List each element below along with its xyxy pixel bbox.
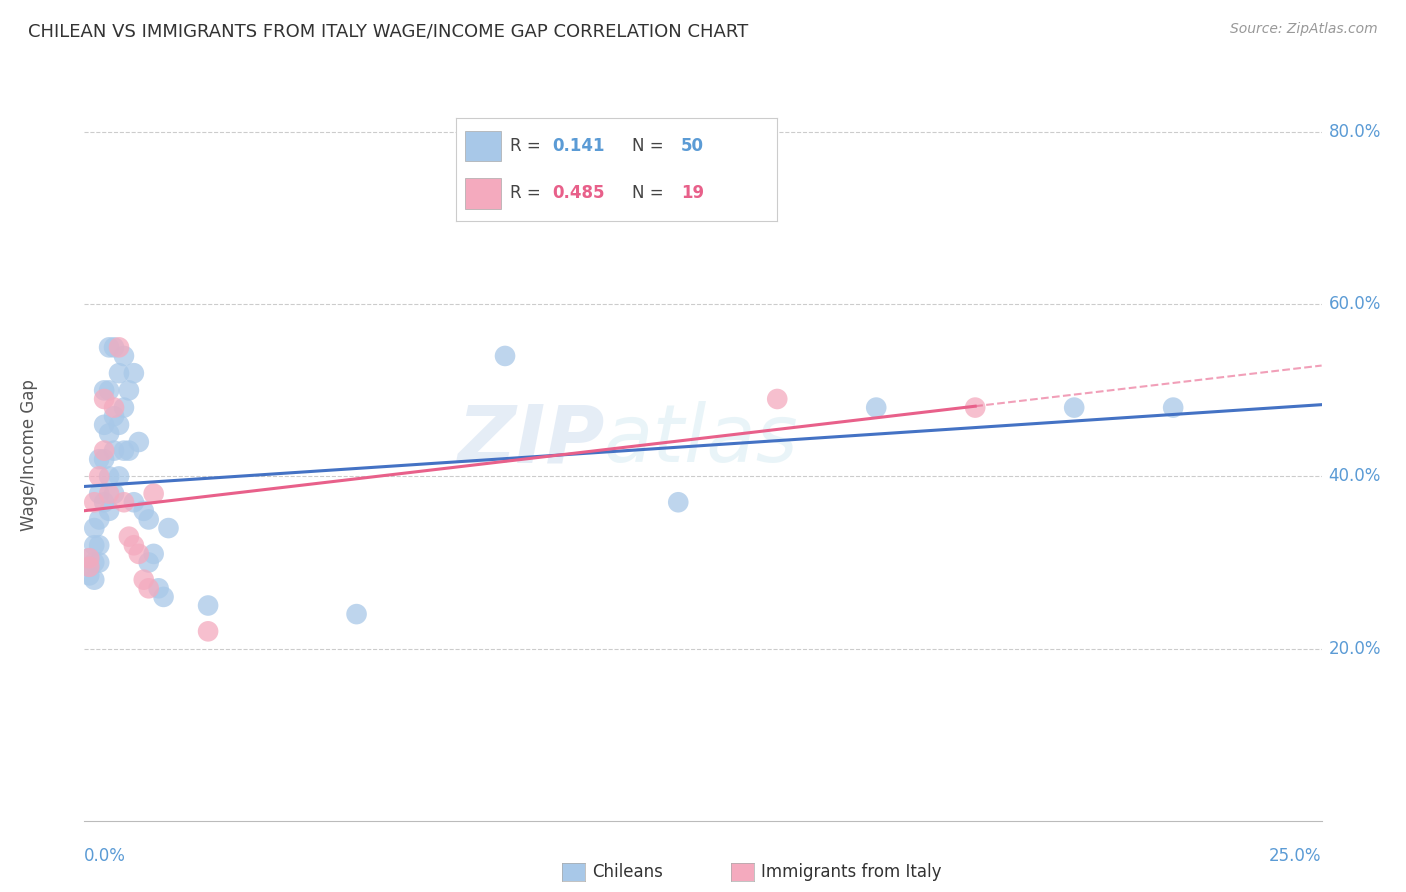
Text: atlas: atlas [605, 401, 799, 479]
Point [98, 469, 121, 483]
Text: 50: 50 [681, 137, 704, 155]
Point [93, 417, 115, 432]
Point [89, 469, 111, 483]
Point [118, 530, 141, 544]
Point [128, 435, 150, 450]
Text: N =: N = [633, 185, 669, 202]
Point [766, 392, 789, 406]
Point [197, 599, 219, 613]
Point [93, 443, 115, 458]
Text: 0.141: 0.141 [553, 137, 605, 155]
Point [98, 340, 121, 354]
Point [1161, 401, 1184, 415]
Point [93, 392, 115, 406]
Point [83, 573, 105, 587]
Point [112, 443, 135, 458]
Text: 19: 19 [681, 185, 704, 202]
FancyBboxPatch shape [465, 131, 501, 161]
Point [89, 556, 111, 570]
Point [865, 401, 887, 415]
Text: ZIP: ZIP [457, 401, 605, 479]
Point [112, 495, 135, 509]
Point [197, 624, 219, 639]
Point [89, 538, 111, 552]
Point [108, 469, 131, 483]
Point [152, 590, 174, 604]
Point [79, 551, 101, 566]
Point [98, 504, 121, 518]
Text: Chileans: Chileans [592, 863, 662, 881]
Text: 60.0%: 60.0% [1329, 295, 1381, 313]
Point [108, 340, 131, 354]
Point [108, 366, 131, 380]
Point [965, 401, 987, 415]
Point [103, 486, 125, 500]
Text: 80.0%: 80.0% [1329, 123, 1381, 141]
Text: CHILEAN VS IMMIGRANTS FROM ITALY WAGE/INCOME GAP CORRELATION CHART: CHILEAN VS IMMIGRANTS FROM ITALY WAGE/IN… [28, 22, 748, 40]
Point [157, 521, 180, 535]
Point [98, 486, 121, 500]
Text: 0.0%: 0.0% [84, 847, 127, 865]
Point [98, 384, 121, 398]
Point [89, 452, 111, 467]
Point [122, 366, 145, 380]
FancyBboxPatch shape [465, 178, 501, 209]
Point [666, 495, 689, 509]
Point [93, 452, 115, 467]
Text: 0.485: 0.485 [553, 185, 605, 202]
Point [122, 538, 145, 552]
Text: Source: ZipAtlas.com: Source: ZipAtlas.com [1230, 22, 1378, 37]
Point [494, 349, 516, 363]
Point [83, 521, 105, 535]
Point [112, 401, 135, 415]
Point [122, 495, 145, 509]
Point [93, 495, 115, 509]
Point [118, 384, 141, 398]
Text: 20.0%: 20.0% [1329, 640, 1381, 657]
Point [128, 547, 150, 561]
Point [142, 547, 165, 561]
Text: R =: R = [510, 185, 547, 202]
Point [98, 426, 121, 441]
Point [1063, 401, 1085, 415]
Point [132, 573, 155, 587]
Text: N =: N = [633, 137, 669, 155]
Point [83, 556, 105, 570]
Point [112, 349, 135, 363]
Point [138, 556, 160, 570]
Point [138, 582, 160, 596]
Text: R =: R = [510, 137, 547, 155]
Point [79, 559, 101, 574]
Text: Wage/Income Gap: Wage/Income Gap [20, 379, 38, 531]
Point [142, 486, 165, 500]
Point [83, 495, 105, 509]
Point [79, 559, 101, 574]
Text: 40.0%: 40.0% [1329, 467, 1381, 485]
Point [79, 568, 101, 582]
Point [89, 486, 111, 500]
Point [103, 443, 125, 458]
Text: 25.0%: 25.0% [1270, 847, 1322, 865]
Point [79, 551, 101, 566]
Point [89, 512, 111, 526]
Point [132, 504, 155, 518]
Text: Immigrants from Italy: Immigrants from Italy [761, 863, 941, 881]
Point [93, 384, 115, 398]
Point [138, 512, 160, 526]
Point [346, 607, 368, 621]
Point [118, 443, 141, 458]
Point [108, 417, 131, 432]
Point [103, 409, 125, 424]
Point [83, 538, 105, 552]
Point [148, 582, 170, 596]
Point [103, 401, 125, 415]
Point [103, 340, 125, 354]
